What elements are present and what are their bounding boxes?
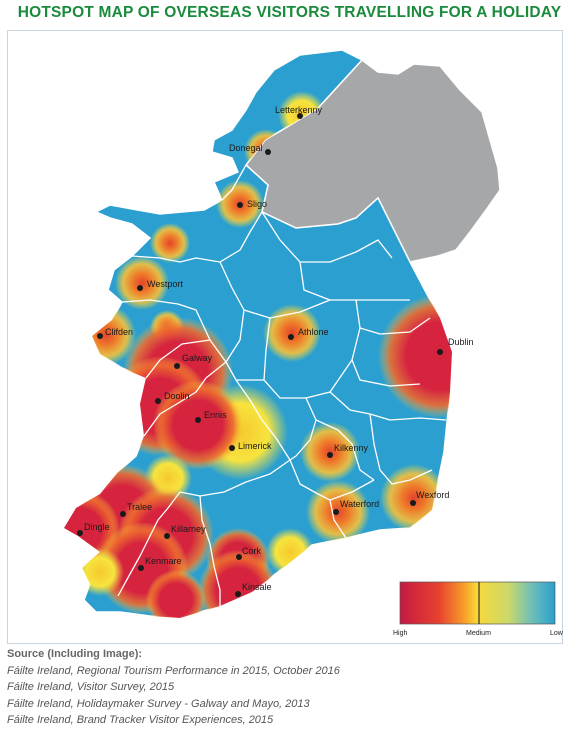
- hotspot-east-cork: [266, 528, 314, 576]
- city-dingle[interactable]: Dingle: [77, 522, 110, 536]
- city-label: Waterford: [340, 499, 379, 509]
- sources-block: Source (Including Image): Fáilte Ireland…: [7, 646, 577, 729]
- source-line: Fáilte Ireland, Brand Tracker Visitor Ex…: [7, 714, 274, 726]
- city-dot: [288, 334, 294, 340]
- legend-medium-label: Medium: [466, 630, 491, 637]
- city-dot: [164, 533, 170, 539]
- city-letterkenny[interactable]: Letterkenny: [275, 105, 323, 119]
- city-dot: [120, 511, 126, 517]
- city-kenmare[interactable]: Kenmare: [138, 556, 182, 571]
- source-line: Fáilte Ireland, Regional Tourism Perform…: [7, 664, 340, 677]
- city-markers: Letterkenny Donegal Sligo Westport Clifd…: [77, 105, 474, 597]
- city-dot: [297, 113, 303, 119]
- sources-heading: Source (Including Image):: [7, 648, 143, 660]
- city-kilkenny[interactable]: Kilkenny: [327, 443, 369, 458]
- city-dot: [410, 500, 416, 506]
- city-label: Wexford: [416, 490, 449, 500]
- city-limerick[interactable]: Limerick: [229, 441, 272, 451]
- map-title: HOTSPOT MAP OF OVERSEAS VISITORS TRAVELL…: [17, 4, 562, 21]
- city-label: Galway: [182, 353, 213, 363]
- city-dot: [333, 509, 339, 515]
- city-label: Letterkenny: [275, 105, 323, 115]
- city-westport[interactable]: Westport: [137, 279, 183, 291]
- legend-low-label: Low: [550, 630, 564, 637]
- city-label: Dingle: [84, 522, 110, 532]
- hotspot-dublin: [378, 294, 452, 418]
- city-label: Sligo: [247, 199, 267, 209]
- city-wexford[interactable]: Wexford: [410, 490, 449, 506]
- city-dot: [235, 591, 241, 597]
- city-dot: [77, 530, 83, 536]
- source-line: Fáilte Ireland, Holidaymaker Survey - Ga…: [7, 697, 310, 710]
- city-dot: [265, 149, 271, 155]
- city-dot: [174, 363, 180, 369]
- city-label: Doolin: [164, 391, 190, 401]
- city-tralee[interactable]: Tralee: [120, 502, 152, 517]
- city-label: Kenmare: [145, 556, 182, 566]
- city-label: Athlone: [298, 327, 329, 337]
- city-label: Ennis: [204, 410, 227, 420]
- city-doolin[interactable]: Doolin: [155, 391, 190, 404]
- city-galway[interactable]: Galway: [174, 353, 213, 369]
- city-label: Donegal: [229, 143, 263, 153]
- city-kinsale[interactable]: Kinsale: [235, 582, 272, 597]
- city-dot: [155, 398, 161, 404]
- hotspot-west-cork: [146, 570, 206, 618]
- city-dublin[interactable]: Dublin: [437, 337, 474, 355]
- city-dot: [437, 349, 443, 355]
- city-dot: [237, 202, 243, 208]
- city-sligo[interactable]: Sligo: [237, 199, 267, 209]
- source-line: Fáilte Ireland, Visitor Survey, 2015: [7, 681, 175, 693]
- city-label: Clifden: [105, 327, 133, 337]
- city-cork[interactable]: Cork: [236, 546, 262, 560]
- city-label: Tralee: [127, 502, 152, 512]
- city-label: Dublin: [448, 337, 474, 347]
- city-donegal[interactable]: Donegal: [229, 143, 271, 155]
- legend-gradient-bar: [399, 581, 556, 625]
- city-label: Killarney: [171, 524, 206, 534]
- city-dot: [195, 417, 201, 423]
- city-label: Kilkenny: [334, 443, 369, 453]
- city-clifden[interactable]: Clifden: [97, 327, 133, 339]
- city-dot: [138, 565, 144, 571]
- city-dot: [97, 333, 103, 339]
- city-dot: [137, 285, 143, 291]
- legend-high-label: High: [393, 630, 408, 637]
- city-athlone[interactable]: Athlone: [288, 327, 329, 340]
- city-killarney[interactable]: Killarney: [164, 524, 206, 539]
- city-label: Kinsale: [242, 582, 272, 592]
- city-label: Westport: [147, 279, 183, 289]
- hotspot-ennis: [153, 380, 243, 470]
- city-dot: [236, 554, 242, 560]
- hotspot-north-mayo: [150, 223, 190, 263]
- city-waterford[interactable]: Waterford: [333, 499, 379, 515]
- county-borders: [117, 164, 447, 606]
- city-label: Cork: [242, 546, 262, 556]
- heat-legend: High Medium Low: [393, 581, 564, 637]
- city-dot: [327, 452, 333, 458]
- city-label: Limerick: [238, 441, 272, 451]
- hotspot-athlone: [263, 304, 321, 362]
- hotspot-westport: [115, 256, 169, 310]
- city-ennis[interactable]: Ennis: [195, 410, 227, 423]
- city-dot: [229, 445, 235, 451]
